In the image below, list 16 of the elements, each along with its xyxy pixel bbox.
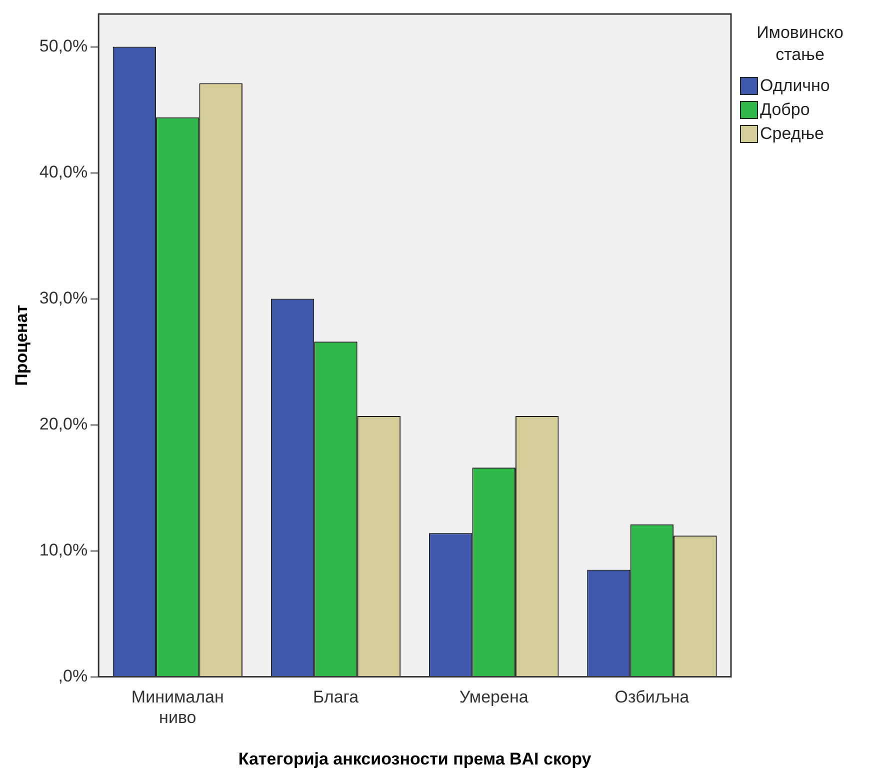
y-tick-label: 10,0%: [39, 540, 88, 560]
x-tick-label: Блага: [312, 688, 360, 707]
legend-label: Средње: [760, 124, 824, 144]
x-tick-label: Минималан ниво: [131, 688, 224, 728]
y-tick-label: 50,0%: [39, 36, 88, 56]
legend-label: Одлично: [760, 76, 830, 96]
x-tick-label: Озбиљна: [614, 688, 690, 707]
y-tick-label: 20,0%: [39, 414, 88, 434]
x-tick-label: Умерена: [459, 688, 529, 707]
legend-title: Имовинско стање: [756, 22, 844, 66]
y-tick-label: ,0%: [58, 666, 88, 686]
y-tick-label: 30,0%: [39, 288, 88, 308]
y-tick-label: 40,0%: [39, 162, 88, 182]
x-axis-title: Категорија анксиозности према BAI скору: [238, 749, 592, 768]
y-axis-title: Проценат: [12, 304, 31, 386]
legend-label: Добро: [760, 100, 810, 120]
